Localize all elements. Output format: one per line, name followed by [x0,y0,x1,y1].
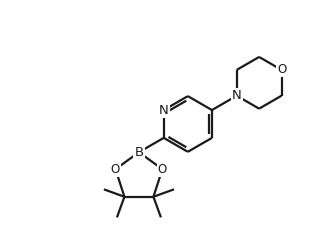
Text: N: N [232,89,242,102]
Text: O: O [158,163,167,176]
Text: B: B [134,146,143,159]
Text: N: N [159,104,169,117]
Text: O: O [111,163,120,176]
Text: O: O [277,63,286,76]
